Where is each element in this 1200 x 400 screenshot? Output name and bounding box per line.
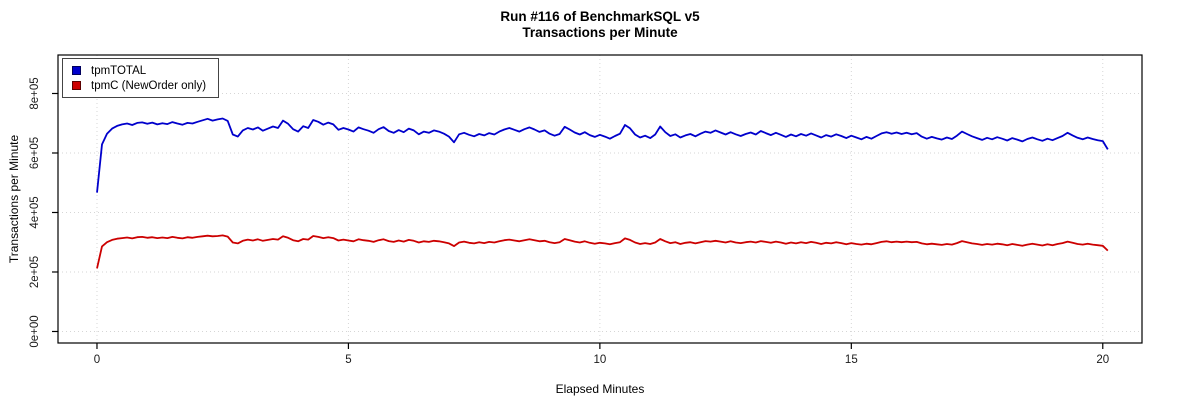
legend-swatch-red-icon xyxy=(72,81,81,90)
chart-title: Run #116 of BenchmarkSQL v5 Transactions… xyxy=(0,9,1200,41)
y-tick-label: 8e+05 xyxy=(29,77,41,109)
chart-title-line1: Run #116 of BenchmarkSQL v5 xyxy=(500,9,700,24)
series-line-tpmtotal xyxy=(96,117,1109,193)
axis-tick-labels: 0 5 10 15 20 0e+00 2e+05 4e+05 6e+05 8e+05 xyxy=(29,77,1109,366)
y-tick-label: 4e+05 xyxy=(29,196,41,228)
x-tick-label: 10 xyxy=(593,354,606,366)
x-tick-label: 5 xyxy=(345,354,351,366)
plot-border xyxy=(57,54,1143,344)
series-line-tpmc xyxy=(96,234,1109,269)
y-tick-label: 6e+05 xyxy=(29,137,41,169)
legend-item-tpmtotal: tpmTOTAL xyxy=(72,63,206,78)
x-axis-title: Elapsed Minutes xyxy=(555,382,645,396)
gridlines xyxy=(58,55,1142,343)
y-tick-label: 2e+05 xyxy=(29,256,41,288)
legend-label-tpmtotal: tpmTOTAL xyxy=(91,64,147,77)
x-tick-label: 20 xyxy=(1096,354,1109,366)
chart-title-line2: Transactions per Minute xyxy=(522,25,678,40)
legend-swatch-blue-icon xyxy=(72,66,81,75)
legend-item-tpmc: tpmC (NewOrder only) xyxy=(72,78,206,93)
y-axis-title: Transactions per Minute xyxy=(7,134,21,264)
chart-legend: tpmTOTAL tpmC (NewOrder only) xyxy=(62,58,220,98)
axis-ticks xyxy=(52,92,1104,349)
y-tick-label: 0e+00 xyxy=(29,315,41,347)
x-tick-label: 0 xyxy=(94,354,100,366)
x-tick-label: 15 xyxy=(845,354,858,366)
legend-label-tpmc: tpmC (NewOrder only) xyxy=(91,79,207,92)
